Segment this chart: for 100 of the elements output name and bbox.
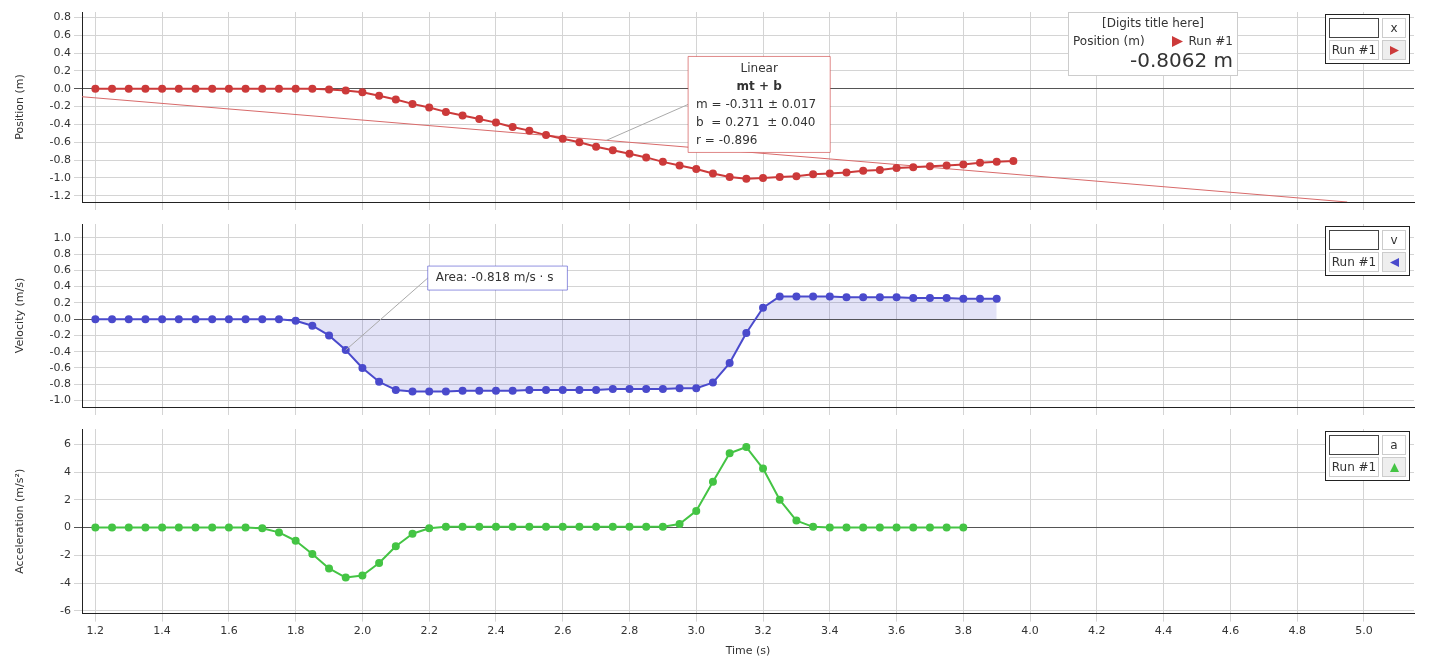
point <box>859 523 868 532</box>
point <box>308 549 317 558</box>
point <box>441 387 450 396</box>
point <box>892 523 901 532</box>
point <box>241 315 250 324</box>
y-tick-label: -0.6 <box>49 360 71 374</box>
point <box>274 528 283 537</box>
point <box>375 558 384 567</box>
y-tick-label: -2 <box>60 548 71 562</box>
point <box>976 158 985 167</box>
point <box>959 294 968 303</box>
point <box>925 162 934 171</box>
point <box>174 315 183 324</box>
point <box>475 386 484 395</box>
point <box>525 126 534 135</box>
point <box>809 522 818 531</box>
x-tick-label: 1.6 <box>220 624 238 638</box>
point <box>875 293 884 302</box>
point <box>825 169 834 178</box>
y-tick-label: -0.8 <box>49 377 71 391</box>
point <box>241 523 250 532</box>
y-tick-label: 4 <box>64 464 71 478</box>
point <box>158 315 167 324</box>
y-tick-label: 0.6 <box>53 263 71 277</box>
point <box>909 523 918 532</box>
point <box>892 293 901 302</box>
point <box>909 294 918 303</box>
point <box>408 99 417 108</box>
point <box>692 165 701 173</box>
y-tick-label: -0.8 <box>49 152 71 166</box>
y-tick-label: -6 <box>60 603 71 617</box>
x-tick-label: 4.0 <box>1021 624 1039 638</box>
point <box>742 328 751 337</box>
point <box>942 161 951 170</box>
point <box>725 449 734 458</box>
point <box>141 523 150 532</box>
point <box>976 294 985 303</box>
point <box>291 84 300 93</box>
point <box>108 523 117 532</box>
point <box>525 385 534 394</box>
point <box>575 522 584 531</box>
point <box>508 386 517 395</box>
point <box>191 84 200 93</box>
x-tick-label: 1.8 <box>286 624 305 638</box>
point <box>425 103 434 112</box>
point <box>558 522 567 531</box>
x-tick-label: 2.0 <box>353 624 372 638</box>
point <box>759 173 768 182</box>
point <box>942 523 951 532</box>
x-tick-label: 4.8 <box>1288 624 1306 638</box>
point <box>491 386 500 395</box>
point <box>925 294 934 303</box>
point <box>441 522 450 531</box>
point <box>925 523 934 532</box>
point <box>491 118 500 127</box>
y-tick-label: 0.8 <box>53 246 71 260</box>
point <box>291 536 300 545</box>
y-tick-label: 0.0 <box>53 312 71 326</box>
point <box>592 385 601 394</box>
point <box>825 523 834 532</box>
point <box>708 169 717 178</box>
legend-label: Run #1 <box>1329 40 1379 60</box>
point <box>91 315 100 324</box>
point <box>91 84 100 93</box>
point <box>341 86 350 95</box>
point <box>542 131 551 140</box>
point <box>1009 156 1018 165</box>
y-tick-label: -4 <box>60 575 71 589</box>
point <box>208 315 217 324</box>
point <box>358 363 367 372</box>
point <box>191 523 200 532</box>
point <box>542 385 551 394</box>
point <box>859 166 868 175</box>
y-tick-label: 0.2 <box>53 295 71 309</box>
point <box>992 294 1001 303</box>
point <box>842 293 851 302</box>
point <box>208 523 217 532</box>
x-tick-label: 3.8 <box>954 624 973 638</box>
point <box>675 520 684 529</box>
point <box>108 84 117 93</box>
y-tick-label: 0.8 <box>53 10 71 24</box>
point <box>408 529 417 538</box>
point <box>775 292 784 301</box>
point <box>458 386 467 395</box>
point <box>642 385 651 394</box>
point <box>692 506 701 515</box>
point <box>441 107 450 116</box>
point <box>875 523 884 532</box>
y-tick-label: 1.0 <box>53 230 71 244</box>
annotation: m = -0.311 ± 0.017 <box>696 96 817 111</box>
point <box>642 153 651 162</box>
annotation: -0.8062 m <box>1128 48 1233 72</box>
point <box>759 303 768 312</box>
point <box>725 359 734 368</box>
point <box>725 173 734 182</box>
point <box>224 84 233 93</box>
annotation: Linear <box>740 60 778 75</box>
point <box>608 146 617 155</box>
point <box>274 315 283 324</box>
point <box>508 123 517 132</box>
